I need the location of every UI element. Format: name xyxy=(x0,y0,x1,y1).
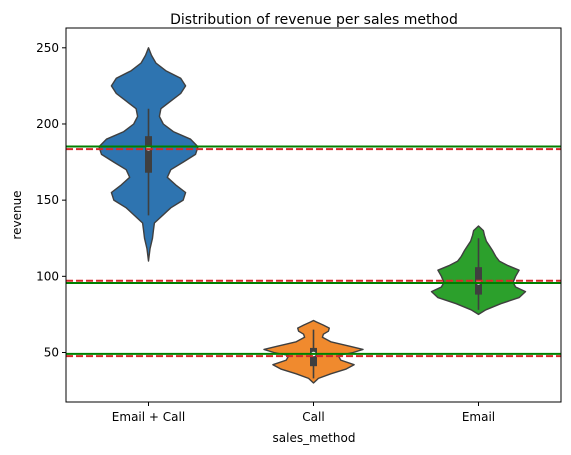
y-axis-label: revenue xyxy=(10,190,24,239)
violin-iqr-box xyxy=(145,136,152,173)
chart-title: Distribution of revenue per sales method xyxy=(170,12,458,28)
y-axis: 50 100 150 200 250 xyxy=(36,41,66,359)
y-tick-label: 250 xyxy=(36,41,59,55)
x-tick-label: Email xyxy=(462,410,495,424)
plot-area xyxy=(66,47,561,384)
x-tick-label: Call xyxy=(302,410,324,424)
y-tick-label: 150 xyxy=(36,193,59,207)
x-tick-label: Email + Call xyxy=(112,410,185,424)
y-tick-label: 200 xyxy=(36,117,59,131)
y-tick-label: 100 xyxy=(36,269,59,283)
x-axis-label: sales_method xyxy=(273,431,356,445)
violin-iqr-box xyxy=(310,347,317,367)
x-axis: Email + Call Call Email xyxy=(112,402,495,424)
y-tick-label: 50 xyxy=(44,345,59,359)
